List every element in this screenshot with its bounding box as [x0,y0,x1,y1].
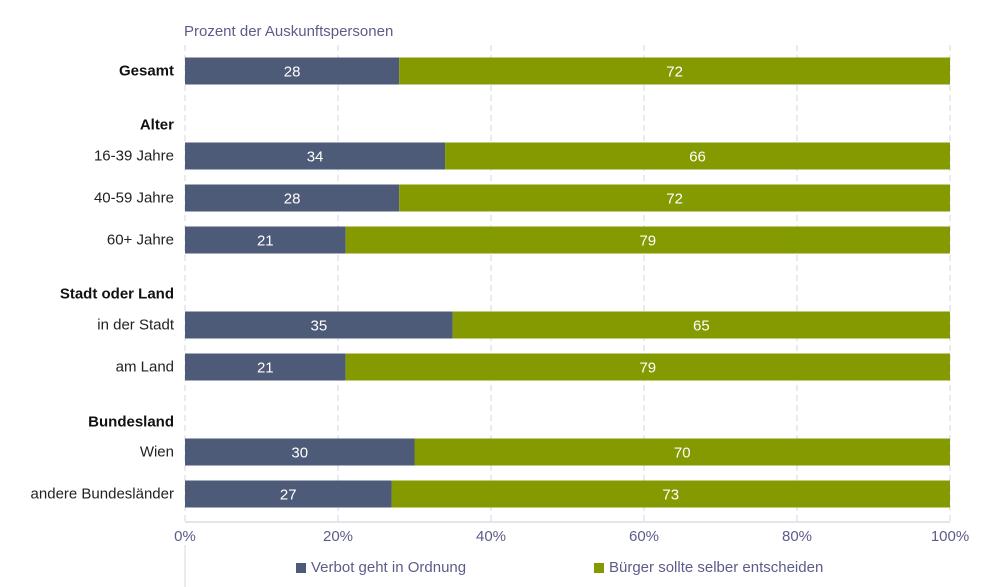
x-tick-label: 0% [174,528,196,545]
data-label: 28 [284,191,301,208]
bar-segment [185,311,453,339]
data-label: 21 [257,233,274,250]
category-label: Gesamt [118,62,174,80]
data-label: 30 [291,445,308,462]
group-header-label: Alter [139,116,174,134]
x-tick-label: 20% [323,528,353,545]
bar-segment [399,57,950,85]
category-label: am Land [115,358,174,376]
group-header-label: Stadt oder Land [59,285,174,303]
legend-label-verbot: Verbot geht in Ordnung [311,559,467,576]
legend-label-buerger: Bürger sollte selber entscheiden [609,559,824,576]
category-label: in der Stadt [97,316,174,334]
data-label: 79 [639,360,656,377]
bar-segment [399,184,950,212]
legend-item-buerger: Bürger sollte selber entscheiden [594,559,823,576]
category-label: 60+ Jahre [106,231,174,249]
category-label: 16-39 Jahre [93,147,174,165]
bar-segment [445,142,950,170]
x-tick-label: 60% [629,528,659,545]
bar-segment [185,353,346,381]
bar-segment [414,438,950,466]
bar-segment [345,226,950,254]
chart-subtitle: Prozent der Auskunftspersonen [184,23,394,40]
bar-segment [345,353,950,381]
bar-segment [452,311,950,339]
data-label: 28 [284,64,301,81]
bar-segment [391,480,950,508]
group-header-label: Bundesland [88,413,174,431]
legend-swatch-verbot [296,562,306,573]
bar-segment [185,142,446,170]
data-label: 72 [666,64,683,81]
x-tick-label: 80% [782,528,812,545]
data-label: 70 [674,445,691,462]
data-label: 72 [666,191,683,208]
legend-item-verbot: Verbot geht in Ordnung [296,559,466,576]
bar-segment [185,438,415,466]
category-label: 40-59 Jahre [93,189,174,207]
bar-segment [185,480,392,508]
data-label: 65 [693,318,710,335]
data-label: 79 [639,233,656,250]
bar-segment [185,226,346,254]
x-tick-label: 100% [931,528,969,545]
category-label: andere Bundesländer [30,485,174,503]
x-tick-label: 40% [476,528,506,545]
legend-swatch-buerger [594,562,604,573]
data-label: 21 [257,360,274,377]
data-label: 73 [662,487,679,504]
data-label: 27 [280,487,297,504]
category-label: Wien [139,443,174,461]
data-label: 66 [689,149,706,166]
bar-segment [185,57,400,85]
data-label: 34 [307,149,324,166]
bar-segment [185,184,400,212]
data-label: 35 [311,318,328,335]
